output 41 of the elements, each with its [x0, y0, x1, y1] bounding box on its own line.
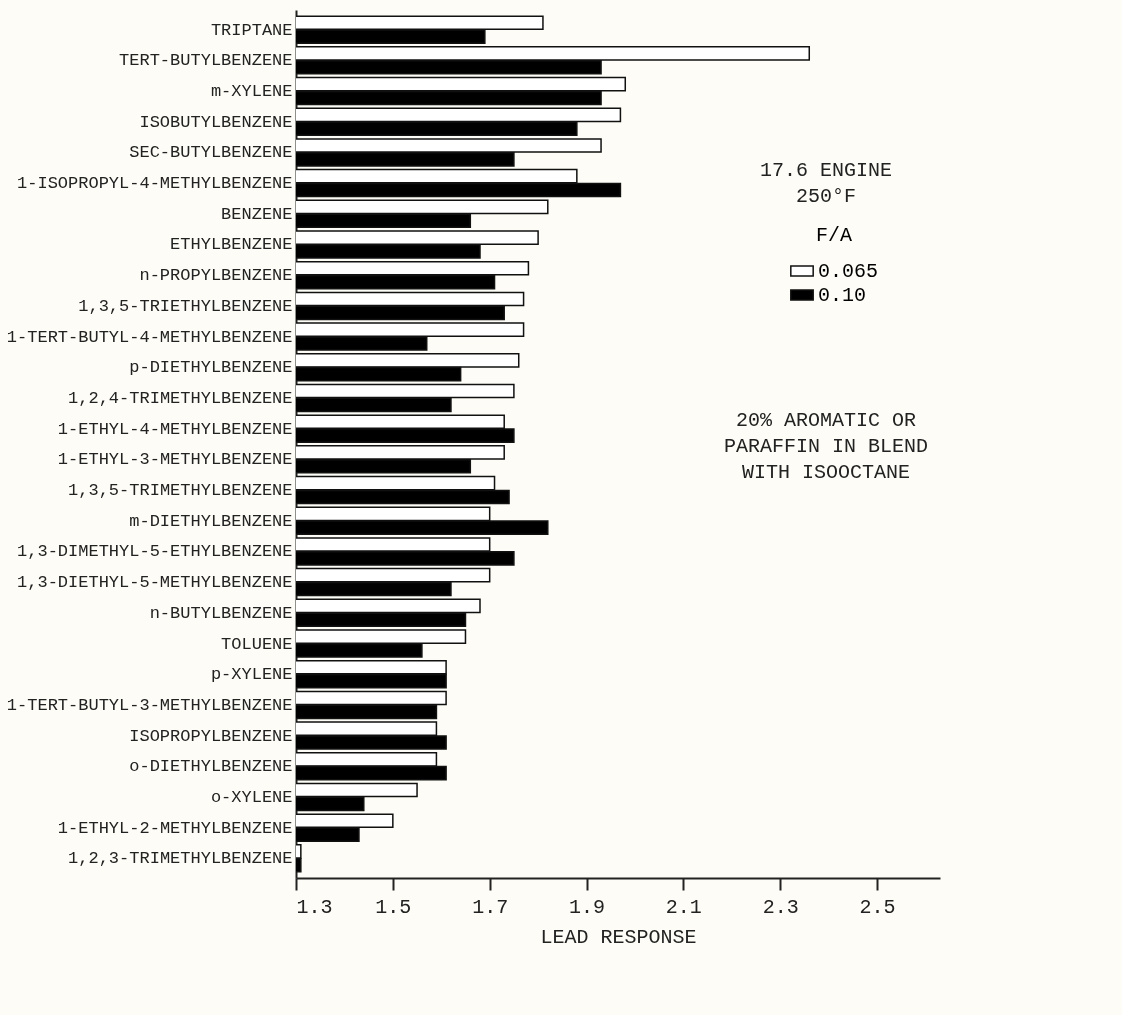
y-tick-label: TERT-BUTYLBENZENE: [119, 51, 293, 71]
y-tick-label: 1-ISOPROPYL-4-METHYLBENZENE: [17, 174, 293, 194]
legend-title: F/A: [815, 224, 853, 247]
y-tick-label: 1,3,5-TRIMETHYLBENZENE: [68, 481, 293, 501]
x-tick-label: 2.3: [762, 895, 799, 919]
y-tick-label: p-XYLENE: [210, 665, 293, 685]
y-tick-label: o-XYLENE: [210, 787, 293, 807]
y-tick-label: m-XYLENE: [210, 82, 293, 102]
x-tick-label: 1.9: [569, 895, 606, 919]
y-tick-label: 1-ETHYL-2-METHYLBENZENE: [57, 818, 293, 838]
y-tick-label: 1,2,4-TRIMETHYLBENZENE: [68, 388, 293, 408]
y-tick-label: 1,2,3-TRIMETHYLBENZENE: [68, 849, 293, 869]
y-tick-label: ISOPROPYLBENZENE: [129, 726, 293, 746]
x-axis-title: LEAD RESPONSE: [540, 925, 697, 949]
y-tick-label: 1-ETHYL-4-METHYLBENZENE: [57, 419, 293, 439]
y-tick-label: ETHYLBENZENE: [170, 235, 293, 255]
x-tick-label: 2.1: [665, 895, 702, 919]
y-tick-label: 1-TERT-BUTYL-4-METHYLBENZENE: [6, 327, 293, 347]
y-tick-label: m-DIETHYLBENZENE: [129, 511, 293, 531]
y-tick-label: n-BUTYLBENZENE: [149, 603, 293, 623]
x-tick-label: 1.7: [472, 895, 509, 919]
x-tick-label: 1.3: [296, 895, 333, 919]
legend-label: 0.065: [818, 260, 879, 283]
y-tick-label: TRIPTANE: [210, 20, 293, 40]
y-tick-label: 1-ETHYL-3-METHYLBENZENE: [57, 450, 293, 470]
y-tick-label: TOLUENE: [221, 634, 293, 654]
annotation: 20% AROMATIC OR PARAFFIN IN BLEND WITH ISOOCTANE: [723, 409, 929, 484]
y-tick-label: 1-TERT-BUTYL-3-METHYLBENZENE: [6, 695, 293, 715]
y-tick-label: ISOBUTYLBENZENE: [139, 112, 293, 132]
y-tick-label: n-PROPYLBENZENE: [139, 266, 293, 286]
legend-label: 0.10: [818, 284, 867, 307]
y-tick-label: 1,3-DIMETHYL-5-ETHYLBENZENE: [17, 542, 293, 562]
y-tick-label: SEC-BUTYLBENZENE: [129, 143, 293, 163]
y-tick-label: o-DIETHYLBENZENE: [129, 757, 293, 777]
x-tick-label: 1.5: [375, 895, 412, 919]
x-tick-label: 2.5: [859, 895, 896, 919]
y-tick-label: 1,3-DIETHYL-5-METHYLBENZENE: [17, 573, 293, 593]
y-tick-label: p-DIETHYLBENZENE: [129, 358, 293, 378]
y-tick-label: BENZENE: [221, 204, 293, 224]
annotation: 17.6 ENGINE 250°F: [759, 159, 893, 208]
y-tick-label: 1,3,5-TRIETHYLBENZENE: [78, 296, 293, 316]
